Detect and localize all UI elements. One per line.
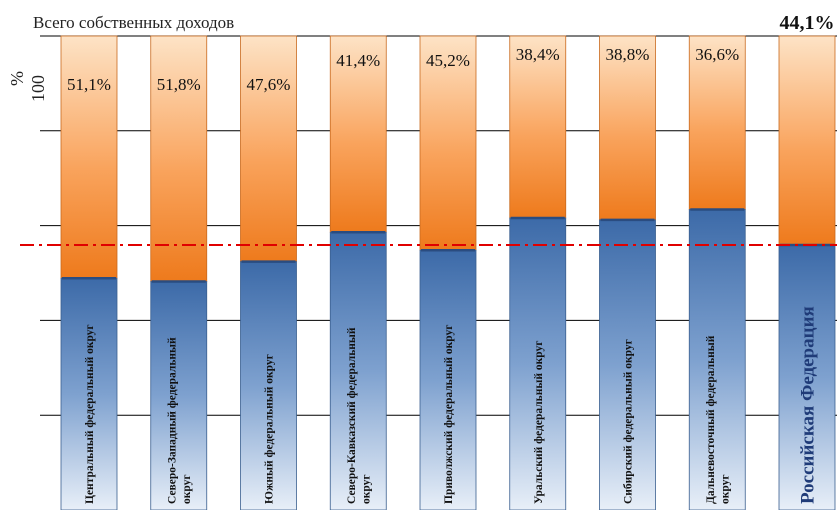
category-label-line: округ [181,474,193,504]
bar-segment-blue [509,217,567,510]
bar-segment-orange [60,35,118,279]
bar-segment-orange [688,35,746,210]
bar-segment-orange [240,35,297,263]
category-label: Дальневосточный федеральный округ [705,335,732,504]
category-label-line: Сибирский федеральный округ [623,339,635,504]
data-label: 36,6% [695,45,739,64]
bar-segment-orange [329,35,387,233]
category-label: Северо-Западный федеральный округ [167,337,194,504]
chart-title: Всего собственных доходов [33,13,234,32]
bar-segment-blue [60,277,118,510]
category-label-line: Российская Федерация [798,306,819,504]
data-label: 38,8% [606,45,650,64]
bar-segment-blue [329,231,387,510]
category-label-line: Дальневосточный федеральный [705,335,717,504]
bar-segment-blue [150,281,208,510]
category-label: Российская Федерация [798,306,819,504]
bar-segment-blue [778,244,836,510]
data-label: 45,2% [426,51,470,70]
bar-segment-orange [509,35,567,219]
data-label: 41,4% [336,51,380,70]
category-label: Уральский федеральный округ [533,341,545,504]
category-label: Северо-Кавказский федеральный округ [346,327,373,504]
category-label-line: округ [720,474,732,504]
category-label-line: Южный федеральный округ [264,354,276,504]
category-label-line: округ [361,474,373,504]
category-label: Южный федеральный округ [264,354,276,504]
bar-segment-blue [599,219,656,510]
y-tick-label: 100 [28,75,48,102]
bar-segment-orange [778,35,836,246]
category-label-line: Центральный федеральный округ [84,324,96,504]
bar-segment-blue [419,249,477,510]
category-label-line: Северо-Западный федеральный [167,337,179,504]
bar-segment-orange [599,35,656,221]
bar-segment-blue [240,261,297,510]
bar-segment-orange [150,35,208,282]
category-label-line: Уральский федеральный округ [533,341,545,504]
category-label: Сибирский федеральный округ [623,339,635,504]
category-label: Центральный федеральный округ [84,324,96,504]
y-axis-unit: % [7,71,27,86]
category-label-line: Приволжский федеральный округ [443,325,455,504]
data-label: 51,1% [67,75,111,94]
data-label: 44,1% [780,12,835,34]
category-label-line: Северо-Кавказский федеральный [346,327,358,504]
data-label: 38,4% [516,45,560,64]
data-label: 51,8% [157,75,201,94]
bar-segment-blue [688,209,746,510]
category-label: Приволжский федеральный округ [443,325,455,504]
data-label: 47,6% [247,75,291,94]
